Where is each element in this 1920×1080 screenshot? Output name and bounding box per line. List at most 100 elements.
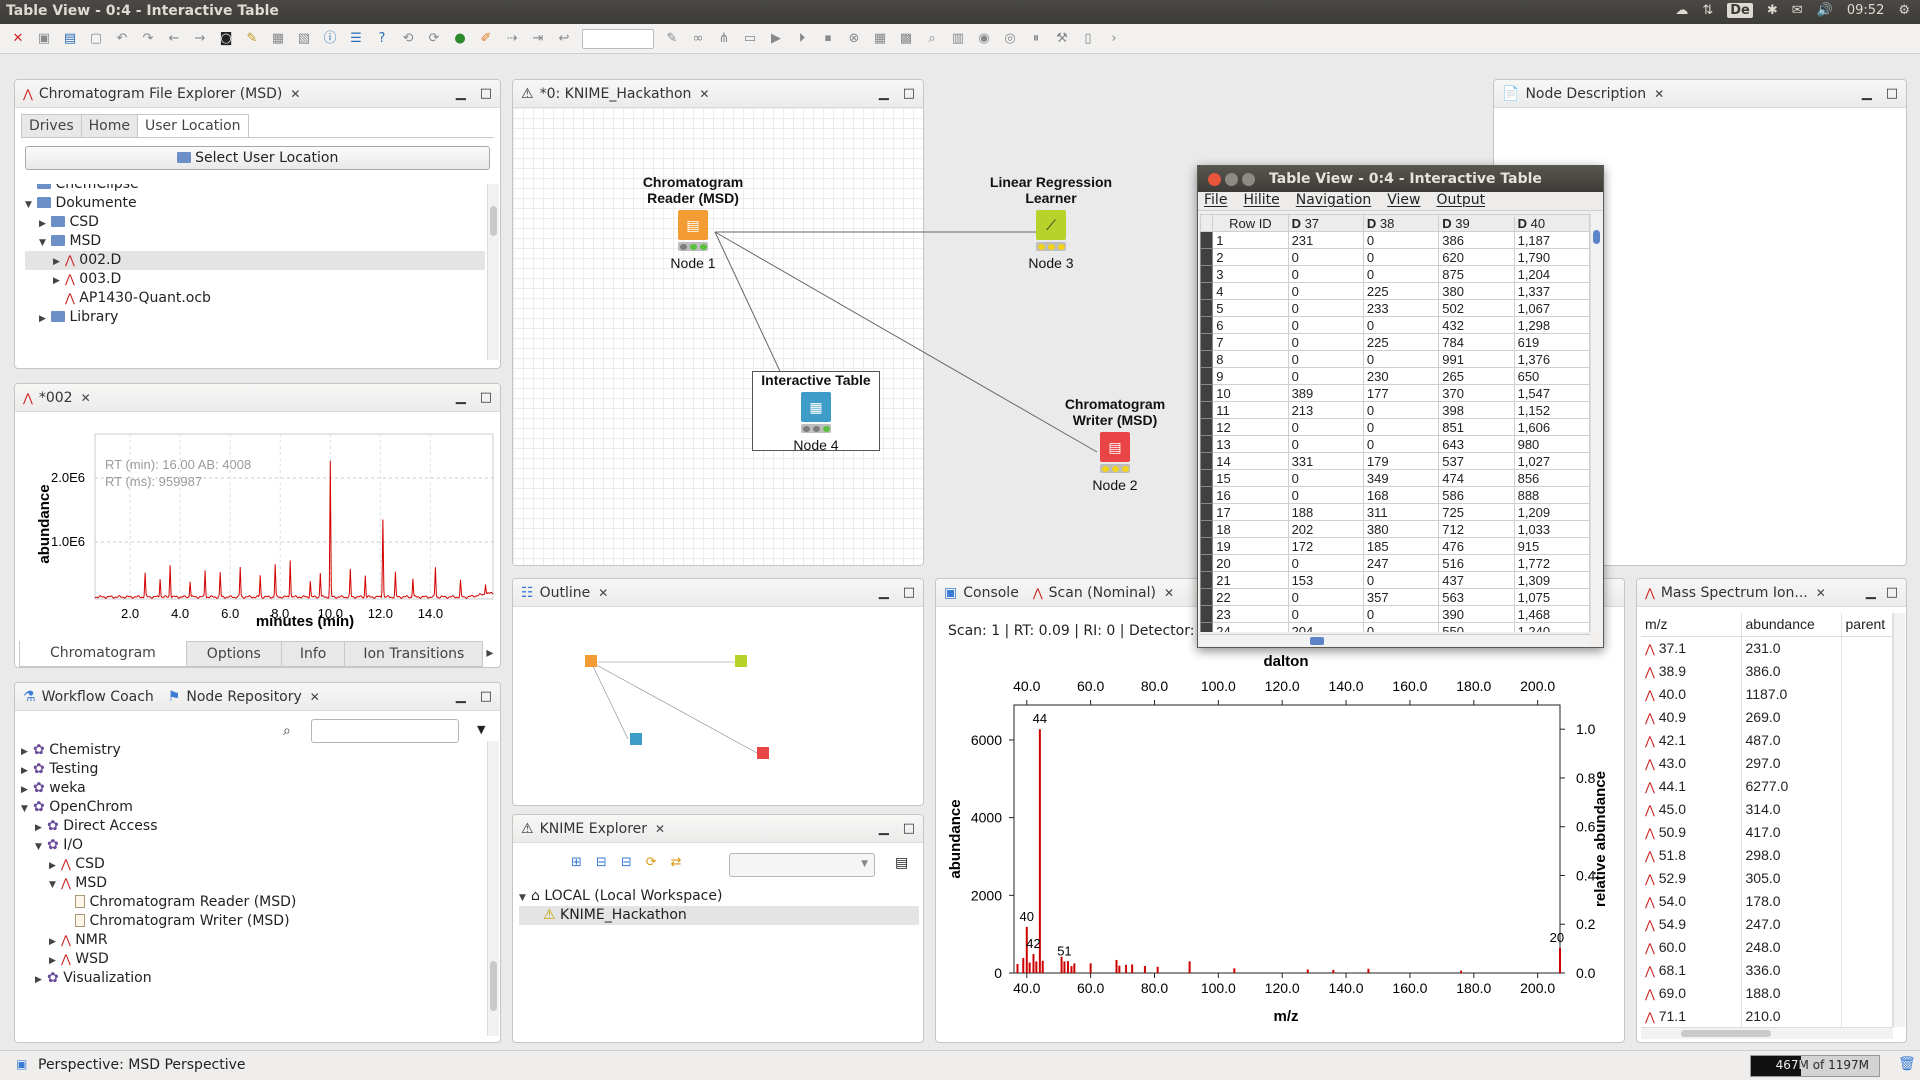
tree-item[interactable]: Chromatogram Writer (MSD) (21, 912, 481, 931)
close-icon[interactable]: ✕ (290, 86, 301, 101)
close-icon[interactable]: ✕ (12, 30, 24, 46)
table-row[interactable]: 2 0 0 620 1,790 (1200, 248, 1590, 266)
tree-item[interactable]: ▶ ✿ weka (21, 779, 481, 798)
menu-hilite[interactable]: Hilite (1243, 192, 1280, 208)
data-cell[interactable]: 991 (1438, 350, 1515, 368)
data-cell[interactable]: 265 (1438, 367, 1515, 385)
tree-item[interactable]: ▶ ✿ Testing (21, 760, 481, 779)
tree-item[interactable]: ▶ ⋀ NMR (21, 931, 481, 950)
minimize-icon[interactable]: ▁ (1861, 86, 1872, 101)
edit-icon[interactable]: ✎ (666, 30, 678, 46)
expanded-arrow-icon[interactable]: ▼ (49, 880, 56, 890)
search-icon[interactable]: ⌕ (928, 30, 936, 46)
data-cell[interactable]: 231 (1287, 231, 1364, 249)
more-icon[interactable]: › (1111, 30, 1117, 46)
data-cell[interactable]: 432 (1438, 316, 1515, 334)
collapse-all-icon[interactable]: ⊟ (620, 855, 632, 870)
row-id-cell[interactable]: 24 (1212, 622, 1289, 632)
trash-icon[interactable]: 🗑 (1898, 1056, 1916, 1072)
data-cell[interactable]: 188 (1287, 503, 1364, 521)
data-cell[interactable]: 386 (1438, 231, 1515, 249)
data-cell[interactable]: 502 (1438, 299, 1515, 317)
table-icon[interactable]: ▦ (873, 30, 887, 46)
close-icon[interactable]: ✕ (655, 821, 666, 836)
mountpoint-select[interactable]: ▼ (729, 853, 875, 877)
data-cell[interactable]: 1,152 (1513, 401, 1590, 419)
data-cell[interactable]: 1,067 (1513, 299, 1590, 317)
table-row[interactable]: ⋀ 52.9 305.0 (1641, 866, 1893, 889)
data-cell[interactable]: 0 (1287, 299, 1364, 317)
data-cell[interactable]: 380 (1438, 282, 1515, 300)
save-icon[interactable]: ▣ (37, 30, 51, 46)
tree-item[interactable]: ▼ ✿ OpenChrom (21, 798, 481, 817)
data-cell[interactable]: 233 (1362, 299, 1440, 317)
data-cell[interactable]: 0 (1287, 435, 1364, 453)
data-cell[interactable]: 331 (1287, 452, 1364, 470)
tree-item-local-workspace[interactable]: ▼ ⌂ LOCAL (Local Workspace) (519, 888, 723, 904)
grid2-icon[interactable]: ▥ (951, 30, 965, 46)
expanded-arrow-icon[interactable]: ▼ (39, 238, 46, 248)
table-row[interactable]: 23 0 0 390 1,468 (1200, 605, 1590, 623)
table-row[interactable]: ⋀ 69.0 188.0 (1641, 981, 1893, 1004)
close-icon[interactable]: ✕ (309, 689, 320, 704)
hide-icon[interactable]: ◎ (1004, 30, 1016, 46)
tree-item[interactable]: ▶ ✿ Chemistry (21, 741, 481, 760)
data-cell[interactable]: 0 (1362, 605, 1440, 623)
table-row[interactable]: ⋀ 60.0 248.0 (1641, 935, 1893, 958)
minimize-icon[interactable]: ▁ (878, 86, 889, 101)
col-header[interactable]: D 39 (1438, 214, 1515, 232)
window-minimize-icon[interactable] (1225, 172, 1238, 186)
chromatogram-chart[interactable]: abundance 2.0E6 1.0E6 RT (min): 16.00 AB… (15, 414, 500, 632)
tab-options[interactable]: Options (185, 641, 282, 667)
data-cell[interactable]: 0 (1362, 248, 1440, 266)
row-id-cell[interactable]: 6 (1212, 316, 1289, 334)
row-id-cell[interactable]: 14 (1212, 452, 1289, 470)
data-cell[interactable]: 563 (1438, 588, 1515, 606)
col-header-parent[interactable]: parent (1841, 613, 1893, 637)
row-id-cell[interactable]: 3 (1212, 265, 1289, 283)
step2-icon[interactable]: ⇥ (532, 30, 544, 46)
expanded-arrow-icon[interactable]: ▼ (35, 842, 42, 852)
data-cell[interactable]: 0 (1287, 588, 1364, 606)
print-icon[interactable]: ▢ (89, 30, 103, 46)
save-all-icon[interactable]: ▤ (63, 30, 77, 46)
col-header[interactable]: Row ID (1212, 214, 1289, 232)
data-cell[interactable]: 204 (1287, 622, 1364, 632)
data-cell[interactable]: 0 (1287, 418, 1364, 436)
data-cell[interactable]: 888 (1513, 486, 1590, 504)
data-cell[interactable]: 1,309 (1513, 571, 1590, 589)
layout2-icon[interactable]: ▧ (297, 30, 311, 46)
expand-icon[interactable]: ⊞ (571, 855, 582, 870)
data-cell[interactable]: 650 (1513, 367, 1590, 385)
table-row[interactable]: 3 0 0 875 1,204 (1200, 265, 1590, 283)
data-cell[interactable]: 0 (1287, 333, 1364, 351)
clock[interactable]: 09:52 (1846, 3, 1885, 18)
table-row[interactable]: 17 188 311 725 1,209 (1200, 503, 1590, 521)
collapsed-arrow-icon[interactable]: ▶ (35, 823, 42, 833)
minimize-icon[interactable]: ▁ (878, 821, 889, 836)
data-cell[interactable]: 1,606 (1513, 418, 1590, 436)
table-row[interactable]: ⋀ 54.0 178.0 (1641, 889, 1893, 912)
play2-icon[interactable]: ⏵ (798, 30, 806, 46)
data-cell[interactable]: 980 (1513, 435, 1590, 453)
data-cell[interactable]: 177 (1362, 384, 1440, 402)
tree-item[interactable]: ▶ ⋀ WSD (21, 950, 481, 969)
data-cell[interactable]: 915 (1513, 537, 1590, 555)
repository-scrollbar[interactable] (487, 741, 499, 1036)
data-cell[interactable]: 380 (1362, 520, 1440, 538)
collapsed-arrow-icon[interactable]: ▶ (49, 861, 56, 871)
window-icon[interactable]: ▯ (1084, 30, 1092, 46)
row-id-cell[interactable]: 18 (1212, 520, 1289, 538)
node-chromatogram-reader[interactable]: Chromatogram Reader (MSD) ▤ Node 1 (618, 174, 768, 271)
tree-item[interactable]: ChemClipse (25, 184, 485, 194)
window-maximize-icon[interactable] (1242, 172, 1255, 186)
row-id-cell[interactable]: 19 (1212, 537, 1289, 555)
sync-icon[interactable]: ⇄ (670, 855, 682, 870)
data-cell[interactable]: 0 (1362, 316, 1440, 334)
row-id-cell[interactable]: 22 (1212, 588, 1289, 606)
table-row[interactable]: 5 0 233 502 1,067 (1200, 299, 1590, 317)
tab-chromatogram[interactable]: Chromatogram (19, 641, 187, 667)
tree-item[interactable]: ▼ ✿ I/O (21, 836, 481, 855)
menu-file[interactable]: File (1204, 192, 1228, 208)
data-cell[interactable]: 474 (1438, 469, 1515, 487)
